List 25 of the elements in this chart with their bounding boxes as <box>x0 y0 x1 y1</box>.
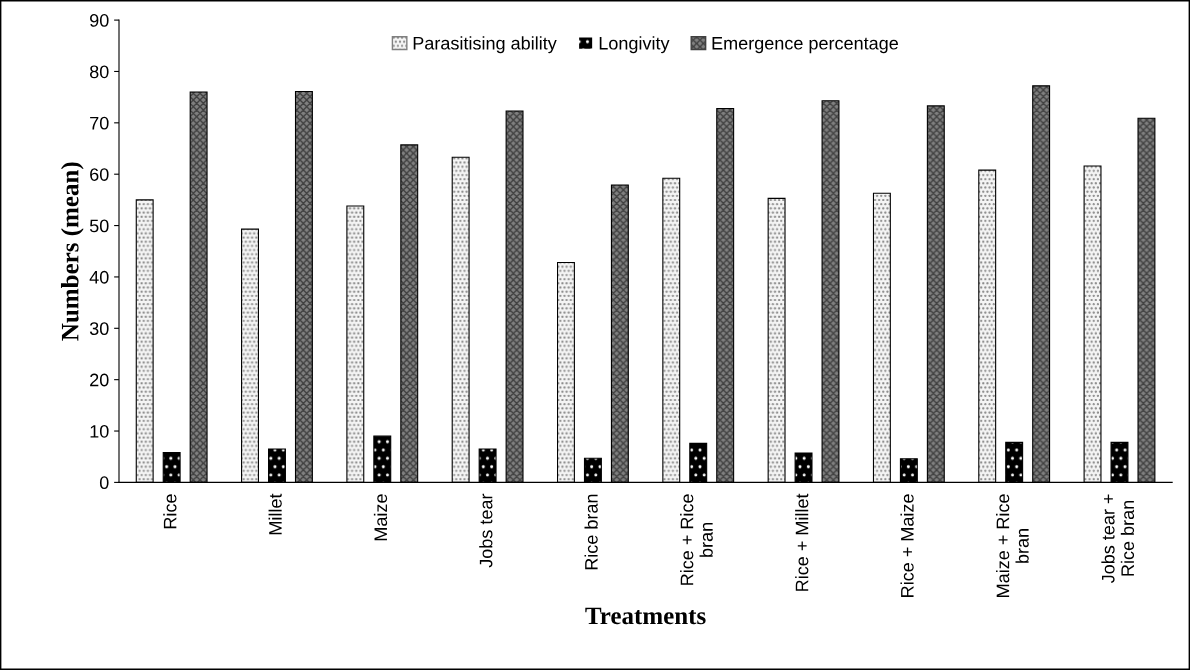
x-tick-label: Maize <box>373 494 388 541</box>
legend-label: Longivity <box>599 36 670 54</box>
x-tick-label: Maize + Rice bran <box>996 494 1029 597</box>
x-tick-label: Millet <box>268 493 282 535</box>
x-tick-label: Rice + Millet <box>795 493 809 591</box>
x-tick-label: Rice <box>163 494 177 529</box>
y-tick-label: 60 <box>90 168 109 181</box>
x-axis-title: Treatments <box>585 607 706 625</box>
y-tick-label: 0 <box>99 476 109 490</box>
x-tick-label: Rice + Maize <box>900 494 914 597</box>
legend-label: Parasitising ability <box>413 36 557 54</box>
y-tick-label: 70 <box>90 116 109 130</box>
y-tick-label: 40 <box>89 270 109 284</box>
y-tick-label: 80 <box>89 65 109 79</box>
x-tick-label: Jobs tear <box>479 493 493 568</box>
legend-label: Emergence percentage <box>712 37 898 54</box>
x-tick-label: Rice + Rice bran <box>680 494 713 585</box>
x-tick-label: Jobs tear + Rice bran <box>1101 494 1135 584</box>
x-tick-label: Rice bran <box>584 494 598 570</box>
y-tick-label: 30 <box>89 322 109 336</box>
y-axis-title: Numbers (mean) <box>60 162 84 341</box>
y-tick-label: 90 <box>90 14 109 27</box>
y-tick-label: 10 <box>90 424 109 438</box>
y-tick-label: 20 <box>90 373 109 387</box>
y-tick-label: 50 <box>89 219 109 233</box>
